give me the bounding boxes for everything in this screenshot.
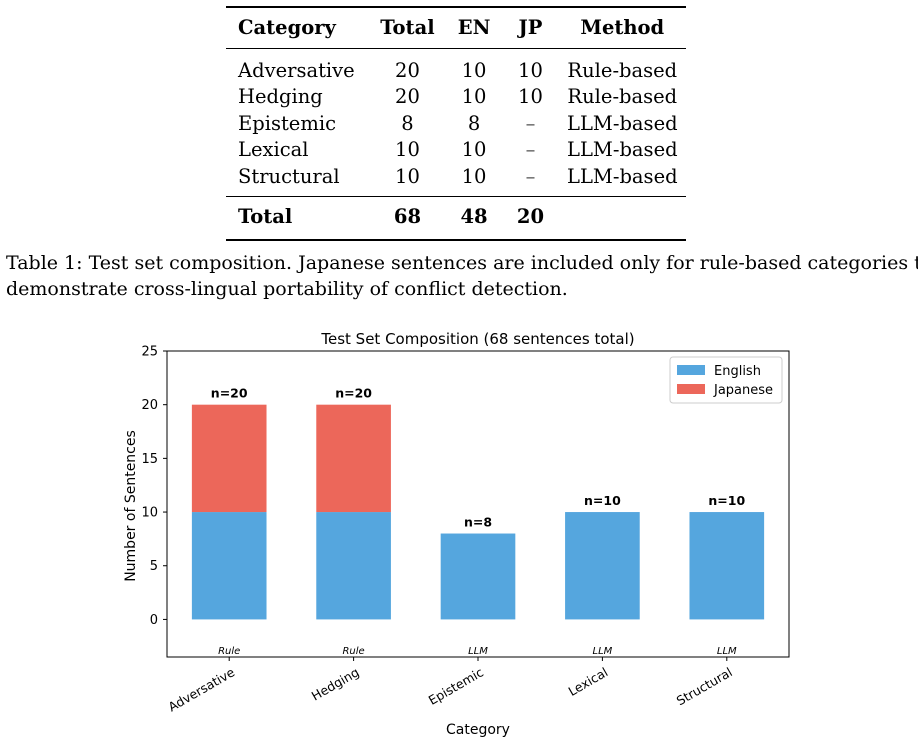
cell-total: 10: [395, 164, 420, 188]
cell-jp: –: [525, 138, 536, 162]
cell-jp: –: [525, 164, 536, 188]
bar-english-hedging: [316, 512, 391, 620]
composition-table: Category Total EN JP Method Adversative …: [226, 6, 686, 241]
x-tick-label: Hedging: [309, 664, 362, 703]
bar-total-label: n=8: [464, 515, 492, 530]
cell-method: LLM-based: [567, 111, 678, 135]
chart-title: Test Set Composition (68 sentences total…: [320, 330, 634, 348]
cell-method: Rule-based: [567, 58, 678, 82]
y-axis-label: Number of Sentences: [123, 430, 139, 582]
cell-category: Hedging: [238, 85, 323, 109]
cell-jp: 10: [518, 58, 543, 82]
total-en: 48: [460, 205, 488, 229]
cell-en: 10: [461, 138, 487, 162]
total-method: [559, 196, 686, 240]
chart-legend: English Japanese: [669, 356, 783, 404]
bar-total-label: n=20: [335, 386, 372, 401]
table-row: Adversative 20 10 10 Rule-based: [226, 49, 686, 84]
cell-en: 10: [461, 85, 487, 109]
cell-method: LLM-based: [567, 164, 678, 188]
bar-total-label: n=10: [584, 493, 621, 508]
x-tick-label: Adversative: [165, 664, 237, 714]
legend-swatch-english: [677, 365, 705, 375]
y-tick-label: 25: [141, 345, 158, 360]
table-row: Hedging 20 10 10 Rule-based: [226, 84, 686, 111]
y-tick-label: 20: [141, 398, 158, 413]
cell-en: 10: [461, 164, 487, 188]
cell-category: Lexical: [238, 138, 309, 162]
header-category: Category: [238, 16, 336, 39]
x-tick-label: Epistemic: [426, 664, 486, 708]
table-header-row: Category Total EN JP Method: [226, 7, 686, 49]
legend-label: Japanese: [713, 383, 773, 398]
y-tick-label: 10: [141, 506, 158, 521]
cell-en: 8: [467, 111, 481, 135]
table-row: Lexical 10 10 – LLM-based: [226, 137, 686, 164]
table-row: Epistemic 8 8 – LLM-based: [226, 110, 686, 137]
cell-en: 10: [461, 58, 487, 82]
legend-swatch-japanese: [677, 384, 705, 394]
bar-english-epistemic: [440, 533, 516, 620]
axes-frame: [166, 350, 790, 658]
cell-total: 20: [395, 58, 420, 82]
caption-line: demonstrate cross-lingual portability of…: [6, 278, 568, 300]
cell-category: Structural: [238, 164, 340, 188]
method-label: Rule: [342, 646, 364, 657]
y-tick-label: 0: [150, 613, 158, 628]
method-label: LLM: [468, 646, 488, 657]
table-caption: Table 1: Test set composition. Japanese …: [6, 250, 918, 302]
composition-bar-chart: Test Set Composition (68 sentences total…: [123, 330, 790, 738]
cell-method: LLM-based: [567, 138, 678, 162]
y-tick-label: 5: [150, 559, 158, 574]
total-label: Total: [238, 205, 293, 229]
legend-label: English: [714, 364, 761, 379]
cell-category: Epistemic: [238, 111, 336, 135]
bar-english-structural: [689, 512, 765, 620]
y-tick-label: 15: [141, 452, 158, 467]
cell-jp: –: [525, 111, 536, 135]
total-count: 68: [393, 205, 422, 229]
table-total-row: Total 68 48 20: [226, 196, 686, 240]
x-tick-label: Structural: [674, 664, 735, 708]
cell-jp: 10: [518, 85, 543, 109]
method-label: LLM: [717, 646, 737, 657]
header-en: EN: [457, 16, 491, 39]
table-row: Structural 10 10 – LLM-based: [226, 163, 686, 196]
bar-japanese-hedging: [316, 404, 391, 513]
header-total: Total: [380, 16, 435, 39]
bar-total-label: n=10: [708, 493, 745, 508]
cell-total: 10: [395, 138, 420, 162]
cell-method: Rule-based: [567, 85, 678, 109]
method-label: Rule: [218, 646, 240, 657]
x-axis-label: Category: [446, 722, 510, 738]
total-jp: 20: [516, 205, 545, 229]
bar-total-label: n=20: [211, 386, 248, 401]
header-method: Method: [580, 16, 665, 39]
x-tick-label: Lexical: [566, 664, 611, 699]
header-jp: JP: [518, 16, 543, 39]
composition-table-container: Category Total EN JP Method Adversative …: [226, 6, 686, 241]
cell-total: 20: [395, 85, 420, 109]
cell-category: Adversative: [238, 58, 355, 82]
bar-japanese-adversative: [191, 404, 267, 513]
bar-english-adversative: [191, 512, 267, 620]
bar-english-lexical: [565, 512, 640, 620]
method-label: LLM: [593, 646, 613, 657]
caption-line: Table 1: Test set composition. Japanese …: [6, 252, 918, 274]
cell-total: 8: [401, 111, 414, 135]
